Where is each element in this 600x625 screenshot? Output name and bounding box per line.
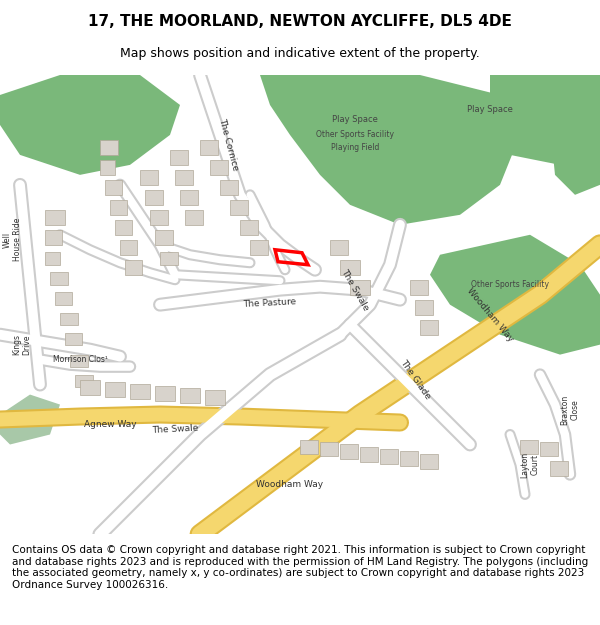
Polygon shape: [420, 454, 438, 469]
Polygon shape: [520, 439, 538, 454]
Polygon shape: [155, 386, 175, 401]
Polygon shape: [55, 292, 72, 304]
Text: Contains OS data © Crown copyright and database right 2021. This information is : Contains OS data © Crown copyright and d…: [12, 545, 588, 590]
Polygon shape: [105, 180, 122, 195]
Text: Kings
Drive: Kings Drive: [12, 334, 32, 355]
Text: The Swale: The Swale: [152, 424, 199, 435]
Polygon shape: [70, 354, 88, 367]
Polygon shape: [110, 200, 127, 215]
Polygon shape: [170, 150, 188, 165]
Polygon shape: [125, 260, 142, 275]
Polygon shape: [360, 448, 378, 462]
Polygon shape: [140, 170, 158, 185]
Polygon shape: [130, 384, 150, 399]
Polygon shape: [145, 190, 163, 205]
Polygon shape: [250, 240, 268, 255]
Polygon shape: [490, 75, 600, 165]
Polygon shape: [100, 160, 115, 175]
Polygon shape: [45, 230, 62, 245]
Polygon shape: [320, 441, 338, 456]
Text: The Glade: The Glade: [398, 358, 432, 401]
Polygon shape: [200, 140, 218, 155]
Text: Layton
Court: Layton Court: [520, 451, 540, 478]
Polygon shape: [240, 220, 258, 235]
Text: Other Sports Facility: Other Sports Facility: [316, 131, 394, 139]
Polygon shape: [160, 252, 178, 265]
Polygon shape: [540, 441, 558, 456]
Text: Play Space: Play Space: [332, 116, 378, 124]
Text: Morrison Clos¹: Morrison Clos¹: [53, 355, 107, 364]
Polygon shape: [65, 332, 82, 344]
Text: Agnew Way: Agnew Way: [83, 420, 136, 429]
Polygon shape: [340, 260, 360, 275]
Polygon shape: [340, 444, 358, 459]
Polygon shape: [155, 230, 173, 245]
Polygon shape: [415, 300, 433, 314]
Polygon shape: [430, 235, 600, 354]
Text: Braxton
Close: Braxton Close: [560, 394, 580, 424]
Text: Play Space: Play Space: [467, 106, 513, 114]
Text: The Swale: The Swale: [340, 268, 371, 312]
Polygon shape: [300, 439, 318, 454]
Polygon shape: [180, 190, 198, 205]
Polygon shape: [75, 374, 93, 387]
Text: The Pasture: The Pasture: [243, 297, 297, 309]
Text: 17, THE MOORLAND, NEWTON AYCLIFFE, DL5 4DE: 17, THE MOORLAND, NEWTON AYCLIFFE, DL5 4…: [88, 14, 512, 29]
Polygon shape: [410, 280, 428, 295]
Polygon shape: [220, 180, 238, 195]
Polygon shape: [50, 272, 68, 285]
Text: The Cornice: The Cornice: [217, 118, 239, 172]
Polygon shape: [0, 75, 180, 175]
Polygon shape: [0, 394, 60, 444]
Polygon shape: [120, 240, 137, 255]
Polygon shape: [175, 170, 193, 185]
Text: Playing Field: Playing Field: [331, 143, 379, 152]
Polygon shape: [380, 449, 398, 464]
Polygon shape: [180, 388, 200, 402]
Polygon shape: [420, 319, 438, 334]
Polygon shape: [150, 210, 168, 225]
Polygon shape: [260, 75, 520, 225]
Polygon shape: [550, 461, 568, 476]
Polygon shape: [550, 75, 600, 195]
Polygon shape: [115, 220, 132, 235]
Text: Woodham Way: Woodham Way: [256, 480, 323, 489]
Polygon shape: [45, 210, 65, 225]
Polygon shape: [80, 379, 100, 394]
Polygon shape: [60, 312, 78, 324]
Polygon shape: [105, 382, 125, 397]
Polygon shape: [230, 200, 248, 215]
Polygon shape: [400, 451, 418, 466]
Text: Other Sports Facility: Other Sports Facility: [471, 280, 549, 289]
Text: Woodham Way: Woodham Way: [465, 286, 515, 343]
Polygon shape: [100, 140, 118, 155]
Polygon shape: [205, 389, 225, 404]
Polygon shape: [185, 210, 203, 225]
Polygon shape: [350, 280, 370, 295]
Polygon shape: [210, 160, 228, 175]
Text: Map shows position and indicative extent of the property.: Map shows position and indicative extent…: [120, 48, 480, 61]
Text: Well
House Ride: Well House Ride: [2, 218, 22, 261]
Polygon shape: [45, 252, 60, 265]
Polygon shape: [330, 240, 348, 255]
